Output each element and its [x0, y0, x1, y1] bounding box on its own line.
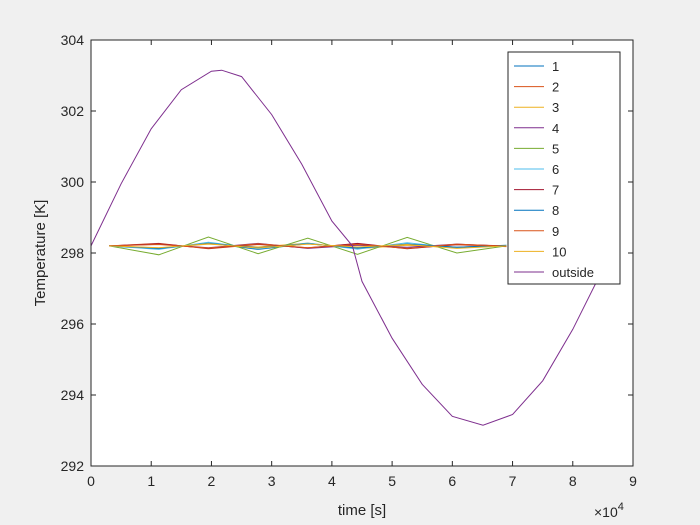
legend-label-7: 7: [552, 183, 559, 198]
x-tick-label: 6: [448, 473, 456, 489]
series-line-5: [109, 236, 507, 256]
x-axis-label: time [s]: [338, 502, 386, 519]
x-tick-label: 0: [87, 473, 95, 489]
series-layer: [90, 69, 615, 426]
y-tick-label: 300: [61, 174, 85, 190]
legend-label-1: 1: [552, 59, 559, 74]
y-tick-label: 298: [61, 245, 85, 261]
legend-label-6: 6: [552, 162, 559, 177]
x-tick-label: 2: [208, 473, 216, 489]
legend-label-2: 2: [552, 80, 559, 95]
series-line-10: [109, 243, 507, 249]
legend-box: [507, 51, 621, 285]
x-tick-label: 7: [509, 473, 517, 489]
y-tick-label: 296: [61, 316, 85, 332]
x-tick-label: 5: [388, 473, 396, 489]
series-line-9: [109, 243, 507, 249]
y-tick-label: 294: [61, 387, 85, 403]
x-tick-label: 1: [147, 473, 155, 489]
x-axis-exponent-base: ×10: [594, 504, 618, 520]
x-axis-exponent: ×104: [594, 501, 624, 520]
legend-label-5: 5: [552, 141, 559, 156]
x-axis-ticks: 0 1 2 3 4 5 6 7 8 9: [87, 40, 637, 489]
y-tick-label: 302: [61, 103, 85, 119]
x-tick-label: 8: [569, 473, 577, 489]
legend-label-outside: outside: [552, 265, 594, 280]
legend-label-3: 3: [552, 100, 559, 115]
legend-label-4: 4: [552, 121, 559, 136]
x-tick-label: 3: [268, 473, 276, 489]
legend-label-9: 9: [552, 224, 559, 239]
y-axis-label: Temperature [K]: [32, 200, 49, 307]
legend-label-8: 8: [552, 203, 559, 218]
x-tick-label: 4: [328, 473, 336, 489]
series-line-outside: [90, 69, 615, 426]
y-tick-label: 304: [61, 32, 85, 48]
legend-label-10: 10: [552, 244, 566, 259]
x-axis-exponent-power: 4: [618, 501, 624, 513]
y-tick-label: 292: [61, 458, 85, 474]
x-tick-label: 9: [629, 473, 637, 489]
legend: 1 2 3 4 5 6 7 8 9 10 outside: [507, 51, 621, 285]
